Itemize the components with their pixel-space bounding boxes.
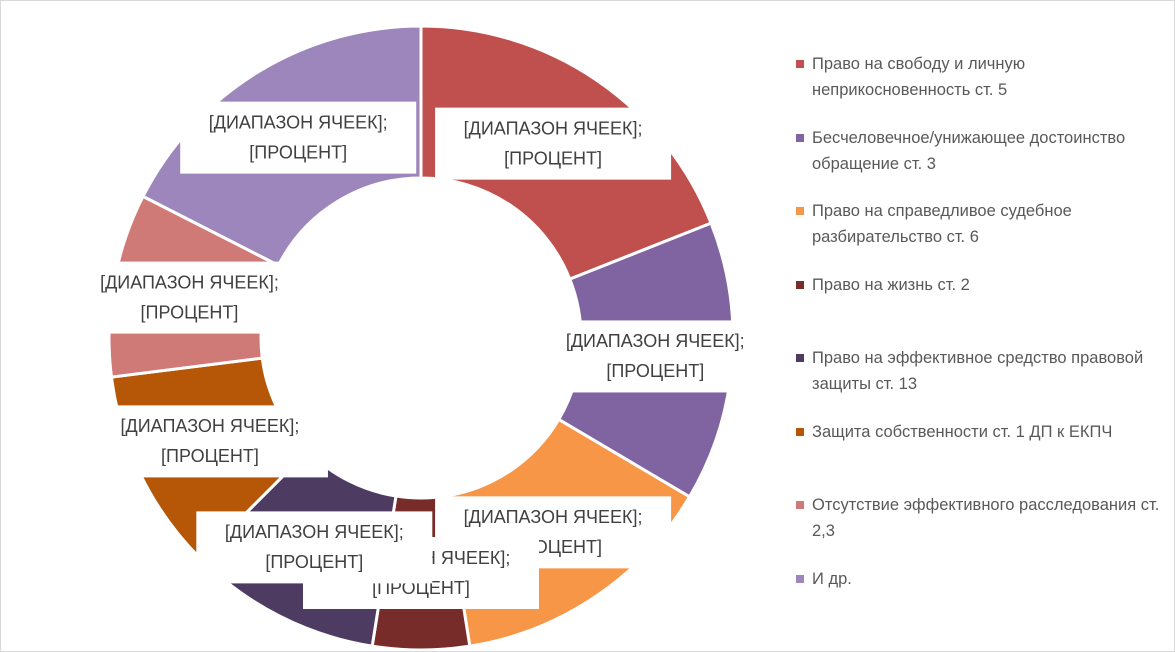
legend-swatch [796, 354, 804, 362]
data-label-text: [ДИАПАЗОН ЯЧЕЕК]; [464, 118, 643, 138]
data-label-text: [ДИАПАЗОН ЯЧЕЕК]; [121, 416, 300, 436]
data-label-text: [ПРОЦЕНТ] [504, 148, 602, 168]
legend-item: Право на справедливое судебное разбирате… [796, 198, 1166, 272]
data-label-text: [ПРОЦЕНТ] [265, 552, 363, 572]
data-label: [ДИАПАЗОН ЯЧЕЕК]; [ПРОЦЕНТ] [537, 320, 774, 393]
legend: Право на свободу и личную неприкосновенн… [796, 51, 1166, 639]
data-label: [ДИАПАЗОН ЯЧЕЕК]; [ПРОЦЕНТ] [435, 107, 672, 180]
data-label-text: [ПРОЦЕНТ] [161, 446, 259, 466]
data-label-box [537, 320, 774, 393]
legend-label: И др. [812, 569, 852, 588]
legend-label: Право на справедливое судебное разбирате… [812, 202, 1072, 246]
data-label: [ДИАПАЗОН ЯЧЕЕК]; [ПРОЦЕНТ] [71, 261, 308, 334]
legend-item: Отсутствие эффективного расследования ст… [796, 492, 1166, 566]
legend-item: Бесчеловечное/унижающее достоинство обра… [796, 125, 1166, 199]
legend-swatch [796, 501, 804, 509]
data-label-text: [ДИАПАЗОН ЯЧЕЕК]; [464, 507, 643, 527]
legend-swatch [796, 280, 804, 289]
legend-label: Право на эффективное средство правовой з… [812, 349, 1144, 393]
legend-swatch [796, 427, 804, 436]
data-label-text: [ПРОЦЕНТ] [141, 302, 239, 322]
data-label-text: [ДИАПАЗОН ЯЧЕЕК]; [209, 112, 388, 132]
data-label: [ДИАПАЗОН ЯЧЕЕК]; [ПРОЦЕНТ] [196, 511, 433, 584]
data-label-text: [ДИАПАЗОН ЯЧЕЕК]; [225, 522, 404, 542]
legend-swatch [796, 60, 804, 68]
data-label-text: [ПРОЦЕНТ] [606, 361, 704, 381]
data-label-box [91, 405, 328, 478]
data-label-box [435, 107, 672, 180]
legend-item: Право на жизнь ст. 2 [796, 272, 1166, 346]
data-label-text: [ДИАПАЗОН ЯЧЕЕК]; [566, 331, 745, 351]
data-label-box [180, 101, 417, 174]
legend-item: Право на свободу и личную неприкосновенн… [796, 51, 1166, 125]
legend-item: Защита собственности ст. 1 ДП к ЕКПЧ [796, 419, 1166, 493]
legend-label: Право на свободу и личную неприкосновенн… [812, 55, 1026, 99]
legend-label: Бесчеловечное/унижающее достоинство обра… [812, 128, 1126, 173]
legend-label: Защита собственности ст. 1 ДП к ЕКПЧ [812, 422, 1113, 441]
data-label: [ДИАПАЗОН ЯЧЕЕК]; [ПРОЦЕНТ] [91, 405, 328, 478]
data-label-box [196, 511, 433, 584]
data-label-box [71, 261, 308, 334]
data-label-text: [ПРОЦЕНТ] [249, 142, 347, 162]
data-label: [ДИАПАЗОН ЯЧЕЕК]; [ПРОЦЕНТ] [180, 101, 417, 174]
legend-item: Право на эффективное средство правовой з… [796, 345, 1166, 419]
legend-label: Право на жизнь ст. 2 [812, 275, 970, 294]
legend-label: Отсутствие эффективного расследования ст… [812, 496, 1160, 540]
legend-swatch [796, 207, 804, 215]
legend-item: И др. [796, 566, 1166, 640]
legend-swatch [796, 133, 804, 142]
legend-swatch [796, 574, 804, 583]
data-label-text: [ДИАПАЗОН ЯЧЕЕК]; [100, 272, 279, 292]
